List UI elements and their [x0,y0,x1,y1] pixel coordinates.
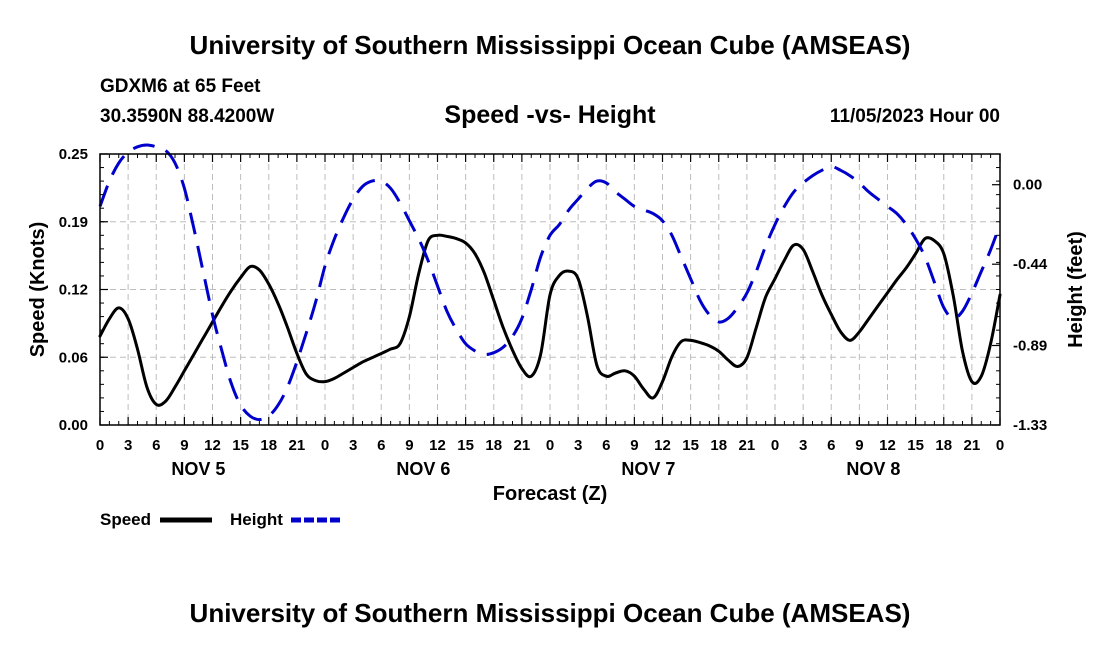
y2-tick-label: 0.00 [1013,177,1042,194]
x-tick-label: 0 [321,437,329,454]
x-tick-label: 6 [827,437,835,454]
x-tick-label: 0 [546,437,554,454]
x-tick-label: 18 [485,437,502,454]
x-tick-label: 0 [771,437,779,454]
x-tick-label: 21 [964,437,981,454]
x-tick-label: 3 [799,437,807,454]
x-tick-label: 21 [514,437,531,454]
x-tick-label: 18 [935,437,952,454]
x-tick-label: 21 [289,437,306,454]
legend-label-speed: Speed [100,510,151,529]
tick-layer [99,153,1001,426]
x-tick-label: 9 [405,437,413,454]
y2-tick-label: -1.33 [1013,417,1047,434]
y2-tick-label: -0.89 [1013,338,1047,355]
y2-tick-label: -0.44 [1013,256,1048,273]
y-tick-label: 0.19 [59,214,88,231]
station-coords: 30.3590N 88.4200W [100,106,275,127]
x-tick-label: 12 [429,437,446,454]
series-line-height [98,143,1002,422]
y-axis-title: Speed (Knots) [27,222,49,358]
legend-label-height: Height [230,510,283,529]
series-layer [98,143,1002,422]
x-tick-label: 9 [630,437,638,454]
series-line-speed [98,233,1002,407]
grid-layer [100,154,1000,425]
day-label: NOV 5 [171,459,225,479]
x-tick-label: 15 [232,437,249,454]
day-label: NOV 8 [846,459,900,479]
x-tick-label: 9 [180,437,188,454]
label-layer: 0 3 6 9 12 15 18 21 0 3 6 9 12 15 18 21 0 3 6 9 12 15 18 21 0 3 6 9… [27,146,1087,505]
legend-layer: Speed Height [100,510,343,529]
x-tick-label: 15 [457,437,474,454]
y-tick-label: 0.00 [59,417,88,434]
x-tick-label: 3 [349,437,357,454]
x-tick-label: 6 [152,437,160,454]
x-tick-label: 21 [739,437,756,454]
x-tick-label: 3 [574,437,582,454]
y-tick-label: 0.25 [59,146,88,163]
y-tick-label: 0.06 [59,349,88,366]
x-tick-label: 6 [377,437,385,454]
day-label: NOV 6 [396,459,450,479]
x-tick-label: 18 [710,437,727,454]
page-title: University of Southern Mississippi Ocean… [189,30,911,60]
x-tick-label: 9 [855,437,863,454]
x-tick-label: 15 [682,437,699,454]
x-axis-title: Forecast (Z) [493,483,607,505]
forecast-datetime: 11/05/2023 Hour 00 [829,106,1000,127]
station-name: GDXM6 at 65 Feet [100,76,261,97]
day-label: NOV 7 [621,459,675,479]
x-tick-label: 12 [204,437,221,454]
chart-title: Speed -vs- Height [444,101,656,129]
footer-title: University of Southern Mississippi Ocean… [189,598,911,628]
x-tick-label: 3 [124,437,132,454]
x-tick-label: 12 [879,437,896,454]
x-tick-label: 0 [996,437,1004,454]
y2-axis-title: Height (feet) [1065,231,1087,348]
y-tick-label: 0.12 [59,282,88,299]
x-tick-label: 18 [260,437,277,454]
x-tick-label: 15 [907,437,924,454]
x-tick-label: 12 [654,437,671,454]
x-tick-label: 0 [96,437,104,454]
x-tick-label: 6 [602,437,610,454]
